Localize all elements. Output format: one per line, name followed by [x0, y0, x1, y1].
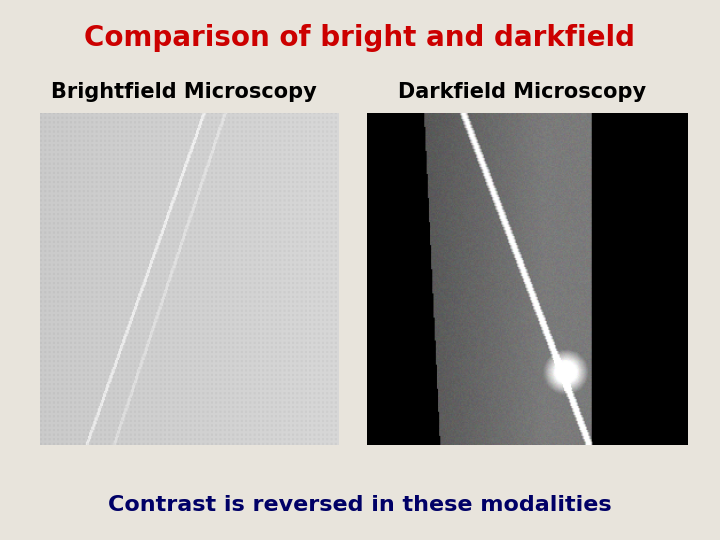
Text: Brightfield Microscopy: Brightfield Microscopy: [50, 82, 317, 102]
Text: Darkfield Microscopy: Darkfield Microscopy: [398, 82, 646, 102]
Text: Comparison of bright and darkfield: Comparison of bright and darkfield: [84, 24, 636, 52]
Text: Contrast is reversed in these modalities: Contrast is reversed in these modalities: [108, 495, 612, 515]
